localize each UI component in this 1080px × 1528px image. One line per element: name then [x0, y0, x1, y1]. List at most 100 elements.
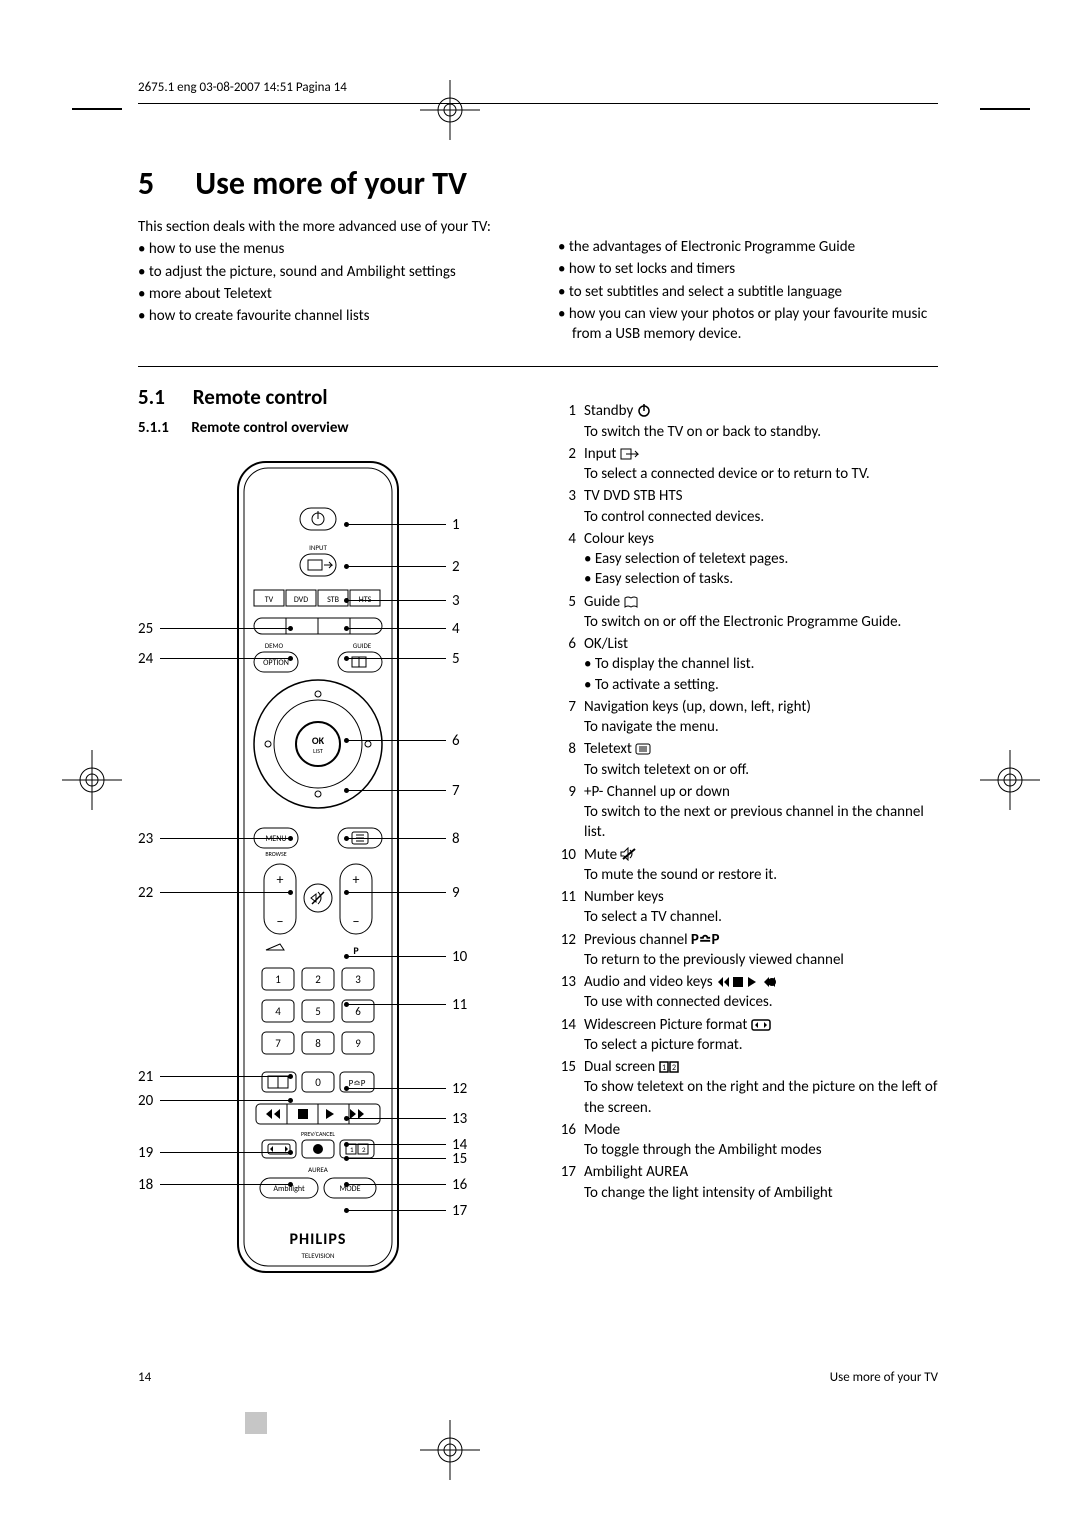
legend-title: TV DVD STB HTS [584, 486, 938, 506]
legend-title: Mode [584, 1120, 938, 1140]
callout-number: 24 [138, 649, 153, 669]
grey-square [245, 1412, 267, 1434]
svg-text:4: 4 [275, 1005, 281, 1018]
legend-sub: To activate a setting. [584, 675, 938, 695]
crop-tick [980, 108, 1030, 110]
legend-body: +P- Channel up or downTo switch to the n… [584, 782, 938, 843]
legend-desc: To return to the previously viewed chann… [584, 950, 938, 970]
intro-bullet: how to set locks and timers [558, 259, 938, 279]
callout-number: 10 [452, 947, 467, 967]
callout-line [398, 566, 446, 567]
remote-diagram: INPUT TV DVD STB HTS DEMO GUIDE OPTION [138, 452, 518, 1292]
callout-line [348, 740, 398, 741]
callout-number: 1 [452, 515, 460, 535]
callout-line [348, 956, 398, 957]
svg-text:BROWSE: BROWSE [265, 850, 286, 858]
intro-bullet: how you can view your photos or play you… [558, 304, 938, 345]
legend-title: Navigation keys (up, down, left, right) [584, 697, 938, 717]
svg-text:AUREA: AUREA [308, 1165, 329, 1174]
callout-line [398, 1118, 446, 1119]
svg-text:OK: OK [312, 734, 325, 747]
subsection-title: Remote control overview [191, 419, 348, 437]
svg-text:8: 8 [315, 1037, 321, 1050]
legend-item: 7Navigation keys (up, down, left, right)… [558, 697, 938, 738]
section-columns: 5.1 Remote control 5.1.1 Remote control … [138, 375, 938, 1292]
legend-body: Mute To mute the sound or restore it. [584, 845, 938, 886]
legend-body: Number keysTo select a TV channel. [584, 887, 938, 928]
legend-title: Input [584, 444, 938, 464]
svg-text:2: 2 [362, 1145, 366, 1154]
callout-line [348, 1184, 398, 1185]
legend-item: 4Colour keysEasy selection of teletext p… [558, 529, 938, 590]
callout-line [398, 790, 446, 791]
callout-line [398, 740, 446, 741]
legend-sub: To display the channel list. [584, 654, 938, 674]
callout-number: 8 [452, 829, 460, 849]
svg-text:STB: STB [327, 595, 340, 605]
legend-title: Colour keys [584, 529, 938, 549]
callout-line [348, 566, 398, 567]
callout-number: 22 [138, 883, 153, 903]
legend-number: 6 [558, 634, 584, 695]
legend-item: 12Previous channel P≏PTo return to the p… [558, 930, 938, 971]
intro-lead: This section deals with the more advance… [138, 217, 518, 237]
section-right: 1Standby To switch the TV on or back to … [558, 375, 938, 1292]
legend-sub: Easy selection of tasks. [584, 569, 938, 589]
legend-item: 6OK/ListTo display the channel list.To a… [558, 634, 938, 695]
svg-text:+: + [277, 871, 284, 888]
svg-text:DEMO: DEMO [265, 641, 284, 650]
callout-number: 6 [452, 731, 460, 751]
callout-line [398, 658, 446, 659]
callout-line [160, 658, 292, 659]
legend-body: ModeTo toggle through the Ambilight mode… [584, 1120, 938, 1161]
callout-dot [288, 656, 293, 661]
legend-title: Ambilight AUREA [584, 1162, 938, 1182]
svg-text:1: 1 [350, 1145, 354, 1154]
legend-desc: To show teletext on the right and the pi… [584, 1077, 938, 1118]
callout-line [348, 1210, 398, 1211]
legend-item: 2Input To select a connected device or t… [558, 444, 938, 485]
legend-number: 2 [558, 444, 584, 485]
legend-list: 1Standby To switch the TV on or back to … [558, 401, 938, 1203]
callout-line [398, 1144, 446, 1145]
legend-item: 5Guide To switch on or off the Electroni… [558, 592, 938, 633]
intro-columns: This section deals with the more advance… [138, 217, 938, 346]
legend-number: 7 [558, 697, 584, 738]
callout-line [348, 1088, 398, 1089]
top-rule [138, 103, 938, 104]
callout-line [398, 838, 446, 839]
legend-sublist: To display the channel list.To activate … [584, 654, 938, 695]
legend-title: Previous channel P≏P [584, 930, 938, 950]
chapter-number: 5 [138, 164, 188, 203]
svg-text:INPUT: INPUT [309, 543, 327, 552]
page-footer: 14 Use more of your TV [138, 1370, 938, 1385]
callout-line [348, 600, 398, 601]
svg-text:MENU: MENU [265, 834, 286, 844]
callout-line [160, 1152, 292, 1153]
legend-sublist: Easy selection of teletext pages.Easy se… [584, 549, 938, 590]
legend-body: TV DVD STB HTSTo control connected devic… [584, 486, 938, 527]
legend-desc: To switch the TV on or back to standby. [584, 422, 938, 442]
legend-title: Guide [584, 592, 938, 612]
svg-text:TELEVISION: TELEVISION [301, 1251, 335, 1260]
callout-line [398, 1158, 446, 1159]
intro-bullet: more about Teletext [138, 284, 518, 304]
legend-body: Input To select a connected device or to… [584, 444, 938, 485]
legend-body: Navigation keys (up, down, left, right)T… [584, 697, 938, 738]
legend-number: 14 [558, 1015, 584, 1056]
callout-line [398, 892, 446, 893]
legend-body: Guide To switch on or off the Electronic… [584, 592, 938, 633]
legend-title: Audio and video keys [584, 972, 938, 992]
legend-body: Colour keysEasy selection of teletext pa… [584, 529, 938, 590]
callout-line [398, 524, 446, 525]
legend-number: 13 [558, 972, 584, 1013]
callout-line [348, 790, 398, 791]
callout-line [160, 1100, 292, 1101]
chapter-title: Use more of your TV [195, 164, 467, 203]
section-rule [138, 366, 938, 367]
legend-number: 16 [558, 1120, 584, 1161]
svg-text:LIST: LIST [313, 747, 323, 755]
svg-text:OPTION: OPTION [263, 658, 289, 668]
legend-body: OK/ListTo display the channel list.To ac… [584, 634, 938, 695]
legend-number: 8 [558, 739, 584, 780]
